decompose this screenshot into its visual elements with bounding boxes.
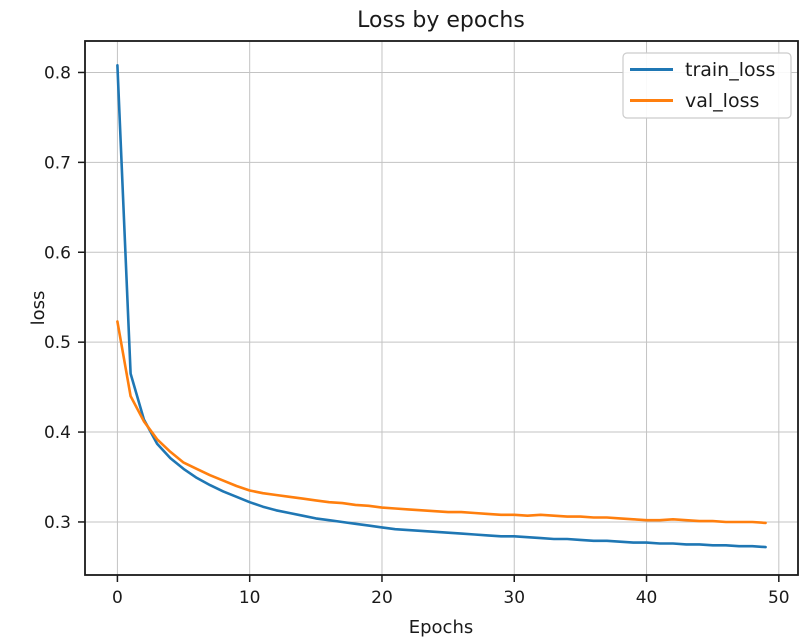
series-layer [116, 64, 767, 549]
series-line-val_loss [116, 320, 767, 525]
y-tick-label: 0.8 [44, 63, 71, 83]
grid-layer [85, 41, 798, 575]
series-line-train_loss [116, 64, 767, 549]
axes-spines [84, 40, 799, 576]
legend-label-val_loss: val_loss [685, 90, 759, 112]
y-tick-label: 0.5 [44, 333, 71, 353]
x-tick-label: 20 [371, 588, 393, 608]
x-tick-label: 50 [768, 588, 790, 608]
y-tick-label: 0.4 [44, 423, 71, 443]
x-tick-label: 0 [112, 588, 123, 608]
legend-label-train_loss: train_loss [685, 59, 775, 81]
tick-layer: 0 10 20 30 40 50 0.3 0.4 0.5 0.6 0.7 0.8 [44, 63, 790, 608]
y-tick-label: 0.7 [44, 153, 71, 173]
chart-title: Loss by epochs [357, 8, 525, 33]
x-tick-label: 40 [636, 588, 658, 608]
legend: train_loss val_loss [622, 52, 792, 119]
plot-border [84, 40, 799, 576]
y-tick-label: 0.3 [44, 513, 71, 533]
x-axis-label: Epochs [409, 617, 474, 638]
y-axis-label: loss [28, 291, 49, 326]
x-tick-label: 10 [239, 588, 261, 608]
y-tick-label: 0.6 [44, 243, 71, 263]
x-tick-label: 30 [503, 588, 525, 608]
